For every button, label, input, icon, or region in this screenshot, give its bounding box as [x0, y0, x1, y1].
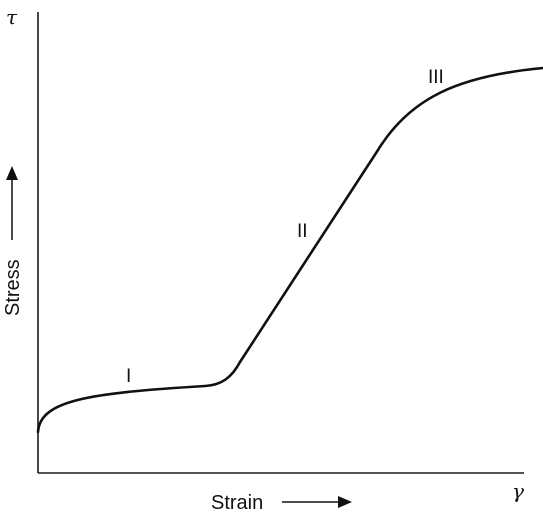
stage-label-1: I [126, 366, 131, 387]
stage-label-2: II [297, 221, 308, 242]
y-axis-title: Stress [2, 259, 24, 316]
x-axis-arrow-icon [282, 496, 352, 508]
y-axis-arrow-icon [6, 166, 18, 240]
x-axis-symbol: γ [512, 479, 524, 503]
stage-label-3: III [428, 67, 444, 88]
y-axis-symbol: τ [6, 5, 18, 29]
x-axis-title: Strain [211, 492, 263, 514]
stress-strain-curve [36, 66, 543, 434]
